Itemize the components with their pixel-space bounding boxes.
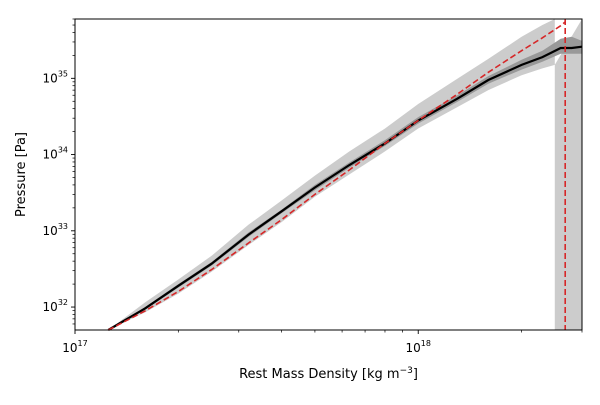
y-axis-label: Pressure [Pa] bbox=[14, 132, 29, 217]
plot-frame bbox=[74, 18, 583, 331]
series-line-reference bbox=[107, 21, 566, 331]
y-tick-label: 1033 bbox=[43, 222, 68, 238]
ticks-layer: 1017 1018 1032 1033 1034 1035 bbox=[43, 18, 583, 355]
y-tick-label: 1035 bbox=[43, 69, 68, 85]
y-tick-label: 1032 bbox=[43, 298, 68, 314]
lines-layer bbox=[107, 19, 583, 331]
y-tick-label: 1034 bbox=[43, 146, 68, 162]
bands-layer bbox=[108, 19, 583, 331]
x-tick-label: 1018 bbox=[406, 339, 431, 355]
x-tick-label: 1017 bbox=[62, 339, 87, 355]
x-axis-label: Rest Mass Density [kg m−3] bbox=[239, 366, 418, 382]
